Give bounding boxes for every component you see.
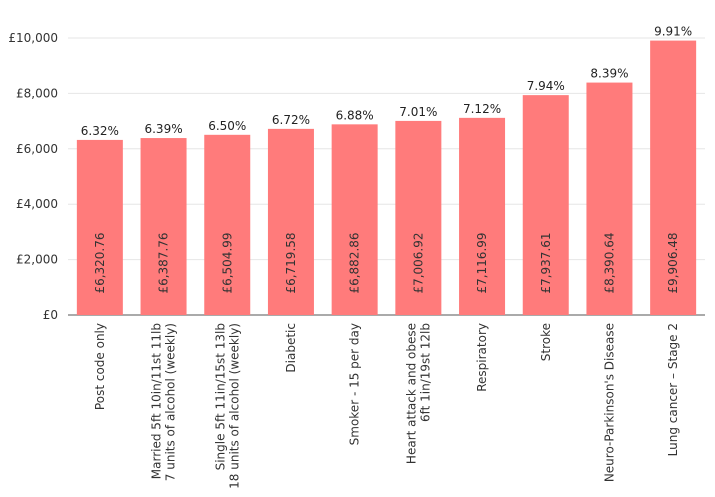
bar-percent-label: 6.50% <box>208 119 246 133</box>
x-category-label: Lung cancer – Stage 2 <box>666 323 680 456</box>
bar-value-label: £8,390.64 <box>602 232 616 293</box>
bar <box>522 95 569 315</box>
x-category-label-line: Heart attack and obese <box>404 323 418 464</box>
bar <box>650 40 697 315</box>
x-axis-category-labels: Post code only Married 5ft 10in/11st 11lb… <box>93 323 680 489</box>
bar-percent-label: 7.01% <box>399 105 437 119</box>
bar-value-label: £7,006.92 <box>411 232 425 293</box>
x-category-label-line: Stroke <box>539 323 553 361</box>
x-category-label-line: Respiratory <box>475 323 489 392</box>
x-category-label: Diabetic <box>284 323 298 373</box>
bar-percent-label: 6.39% <box>144 122 182 136</box>
bar <box>140 138 187 315</box>
bar <box>459 117 506 315</box>
y-tick-label: £2,000 <box>16 253 58 267</box>
y-tick-label: £4,000 <box>16 197 58 211</box>
bar-percent-label: 8.39% <box>590 67 628 81</box>
bar-value-label: £6,719.58 <box>284 232 298 293</box>
bar <box>395 120 442 315</box>
x-category-label-line: Post code only <box>93 323 107 410</box>
bar-value-label: £7,116.99 <box>475 232 489 293</box>
bar-percent-label: 7.94% <box>527 79 565 93</box>
y-tick-label: £0 <box>43 308 58 322</box>
bar-value-label: £7,937.61 <box>539 232 553 293</box>
x-category-label: Married 5ft 10in/11st 11lb 7 units of alc… <box>150 323 178 481</box>
x-category-label: Heart attack and obese 6ft 1in/19st 12lb <box>404 323 432 464</box>
x-category-label-line: Married 5ft 10in/11st 11lb <box>150 323 164 479</box>
bar-percent-label: 6.32% <box>81 124 119 138</box>
bar-percent-label: 6.88% <box>336 108 374 122</box>
x-category-label-line: Single 5ft 11in/15st 13lb <box>213 323 227 470</box>
bar <box>204 134 251 315</box>
bar-percent-label: 6.72% <box>272 113 310 127</box>
bar-value-label: £6,320.76 <box>93 232 107 293</box>
x-category-label-line: Neuro-Parkinson's Disease <box>602 323 616 482</box>
y-tick-label: £8,000 <box>16 86 58 100</box>
y-tick-label: £10,000 <box>8 31 58 45</box>
x-category-label-line: 18 units of alcohol (weekly) <box>227 323 241 489</box>
bar <box>586 82 633 315</box>
x-category-label-line: Smoker - 15 per day <box>348 323 362 445</box>
bar-value-label: £9,906.48 <box>666 232 680 293</box>
y-tick-label: £6,000 <box>16 142 58 156</box>
x-category-label: Post code only <box>93 323 107 410</box>
x-category-label-line: 7 units of alcohol (weekly) <box>164 323 178 481</box>
x-category-label: Stroke <box>539 323 553 361</box>
bars: 6.32% £6,320.76 6.39% £6,387.76 6.50% £6,504.… <box>76 25 697 315</box>
x-category-label: Respiratory <box>475 323 489 392</box>
bar-value-label: £6,387.76 <box>157 232 171 293</box>
x-category-label-line: 6ft 1in/19st 12lb <box>418 323 432 422</box>
y-axis-tick-labels: £0 £2,000 £4,000 £6,000 £8,000 £10,000 <box>8 31 58 322</box>
bar <box>76 139 123 315</box>
bar-percent-label: 9.91% <box>654 25 692 39</box>
bar-percent-label: 7.12% <box>463 102 501 116</box>
x-category-label-line: Diabetic <box>284 323 298 373</box>
bar <box>331 124 378 315</box>
bar-value-label: £6,882.86 <box>348 232 362 293</box>
x-category-label-line: Lung cancer – Stage 2 <box>666 323 680 456</box>
bar-value-label: £6,504.99 <box>220 232 234 293</box>
bar <box>267 128 314 315</box>
x-category-label: Neuro-Parkinson's Disease <box>602 323 616 482</box>
x-category-label: Smoker - 15 per day <box>348 323 362 445</box>
x-category-label: Single 5ft 11in/15st 13lb 18 units of alc… <box>213 323 241 489</box>
